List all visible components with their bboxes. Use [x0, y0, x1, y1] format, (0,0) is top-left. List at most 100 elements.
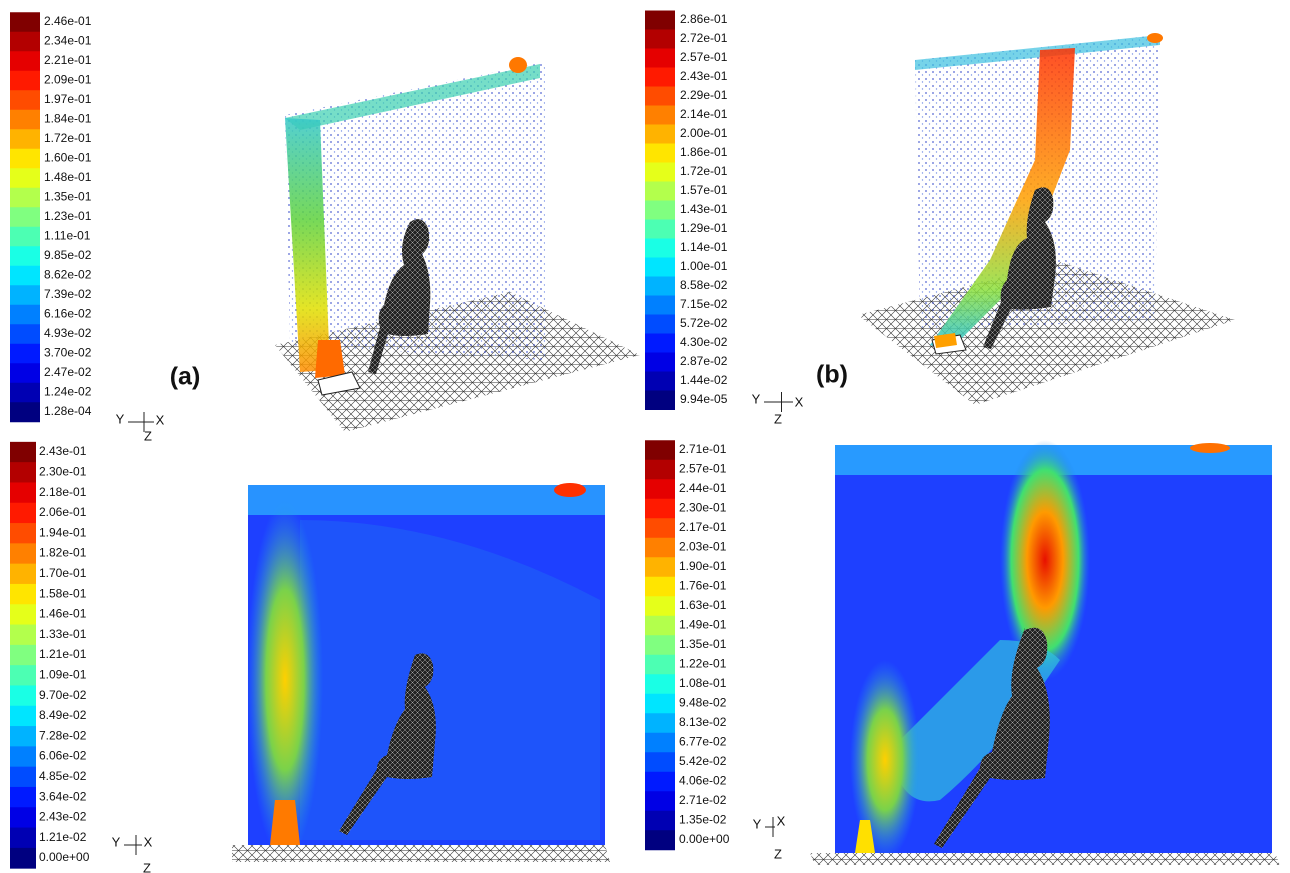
colorbar-band — [645, 220, 675, 240]
colorbar-label: 2.18e-01 — [39, 485, 87, 499]
colorbar-label: 4.06e-02 — [679, 774, 727, 788]
colorbar-label: 9.48e-02 — [679, 696, 727, 710]
colorbar-label: 1.76e-01 — [679, 579, 727, 593]
colorbar-band — [10, 543, 36, 564]
colorbar-band — [10, 848, 36, 869]
colorbar-label: 7.39e-02 — [44, 287, 92, 301]
colorbar-band — [10, 51, 40, 71]
colorbar-label: 8.49e-02 — [39, 708, 87, 722]
axis-label: X — [156, 412, 165, 427]
colorbar-label: 1.23e-01 — [44, 209, 92, 223]
colorbar-band — [10, 32, 40, 52]
axis-label: Z — [143, 860, 151, 873]
colorbar-band — [645, 11, 675, 31]
colorbar-band — [10, 344, 40, 364]
colorbar-label: 0.00e+00 — [39, 850, 90, 864]
colorbar-band — [645, 391, 675, 411]
colorbar-band — [645, 201, 675, 221]
colorbar-label: 2.06e-01 — [39, 505, 87, 519]
colorbar-label: 2.47e-02 — [44, 365, 92, 379]
colorbar-band — [10, 787, 36, 808]
colorbar-band — [10, 149, 40, 169]
colorbar-label: 2.17e-01 — [679, 520, 727, 534]
colorbar-band — [645, 518, 675, 538]
colorbar-label: 4.93e-02 — [44, 326, 92, 340]
colorbar-label: 1.14e-01 — [680, 240, 728, 254]
colorbar-band — [10, 665, 36, 686]
colorbar-band — [645, 106, 675, 126]
colorbar-label: 2.87e-02 — [680, 354, 728, 368]
colorbar-band — [645, 655, 675, 675]
colorbar-band — [10, 807, 36, 828]
axis-triad — [765, 817, 775, 837]
colorbar-label: 1.60e-01 — [44, 151, 92, 165]
colorbar-label: 5.72e-02 — [680, 316, 728, 330]
colorbar-label: 1.72e-01 — [44, 131, 92, 145]
colorbar-label: 7.28e-02 — [39, 728, 87, 742]
colorbar-band — [645, 334, 675, 354]
colorbar-band — [10, 402, 40, 422]
colorbar-band — [10, 168, 40, 188]
colorbar-label: 1.72e-01 — [680, 164, 728, 178]
colorbar-band — [645, 479, 675, 499]
colorbar-band — [10, 90, 40, 110]
colorbar-band — [10, 828, 36, 849]
colorbar-label: 9.85e-02 — [44, 248, 92, 262]
colorbar-band — [645, 635, 675, 655]
colorbar-label: 6.16e-02 — [44, 307, 92, 321]
colorbar-band — [645, 499, 675, 519]
colorbar-band — [645, 30, 675, 50]
colorbar-label: 1.94e-01 — [39, 525, 87, 539]
colorbar-label: 1.28e-04 — [44, 404, 92, 418]
colorbar-label: 1.21e-01 — [39, 647, 87, 661]
colorbar-label: 8.62e-02 — [44, 268, 92, 282]
colorbar-label: 2.44e-01 — [679, 481, 727, 495]
colorbar-label: 2.86e-01 — [680, 12, 728, 26]
colorbar-label: 1.09e-01 — [39, 667, 87, 681]
axis-label: X — [777, 813, 786, 828]
colorbar-band — [645, 791, 675, 811]
colorbar-label: 2.09e-01 — [44, 73, 92, 87]
axis-label: Z — [774, 411, 782, 426]
colorbar-label: 2.43e-01 — [39, 444, 87, 458]
colorbar-band — [645, 674, 675, 694]
colorbar-label: 1.24e-02 — [44, 385, 92, 399]
colorbar-label: 3.64e-02 — [39, 789, 87, 803]
colorbar-label: 2.57e-01 — [679, 462, 727, 476]
axis-triad — [764, 392, 793, 412]
colorbar-band — [645, 68, 675, 88]
colorbar-band — [10, 726, 36, 747]
colorbar-label: 8.13e-02 — [679, 715, 727, 729]
axis-label: X — [144, 834, 153, 849]
colorbar-band — [10, 324, 40, 344]
colorbar-band — [645, 125, 675, 145]
colorbar-label: 1.33e-01 — [39, 627, 87, 641]
colorbar-band — [645, 440, 675, 460]
colorbar-label: 6.77e-02 — [679, 735, 727, 749]
colorbar-label: 2.30e-01 — [679, 501, 727, 515]
colorbar-band — [645, 811, 675, 831]
colorbar-band — [10, 12, 40, 32]
colorbar-band — [10, 462, 36, 483]
colorbar-band — [645, 353, 675, 373]
colorbar-label: 1.86e-01 — [680, 145, 728, 159]
axis-label: X — [795, 394, 804, 409]
colorbar-band — [10, 482, 36, 503]
colorbar-band — [10, 625, 36, 646]
axis-label: Y — [116, 411, 125, 426]
colorbar-label: 2.14e-01 — [680, 107, 728, 121]
colorbar-band — [10, 584, 36, 605]
colorbar-label: 1.58e-01 — [39, 586, 87, 600]
colorbar-band — [10, 746, 36, 767]
colorbar-band — [10, 188, 40, 208]
colorbar-label: 2.43e-01 — [680, 69, 728, 83]
colorbar-band — [10, 266, 40, 286]
colorbar-label: 1.11e-01 — [44, 229, 91, 243]
colorbar-label: 7.15e-02 — [680, 297, 728, 311]
colorbar-label: 1.43e-01 — [680, 202, 728, 216]
colorbar-band — [10, 363, 40, 383]
colorbar-label: 8.58e-02 — [680, 278, 728, 292]
colorbar-band — [645, 557, 675, 577]
panel-c-image — [232, 483, 610, 862]
axis-triad — [124, 835, 142, 855]
